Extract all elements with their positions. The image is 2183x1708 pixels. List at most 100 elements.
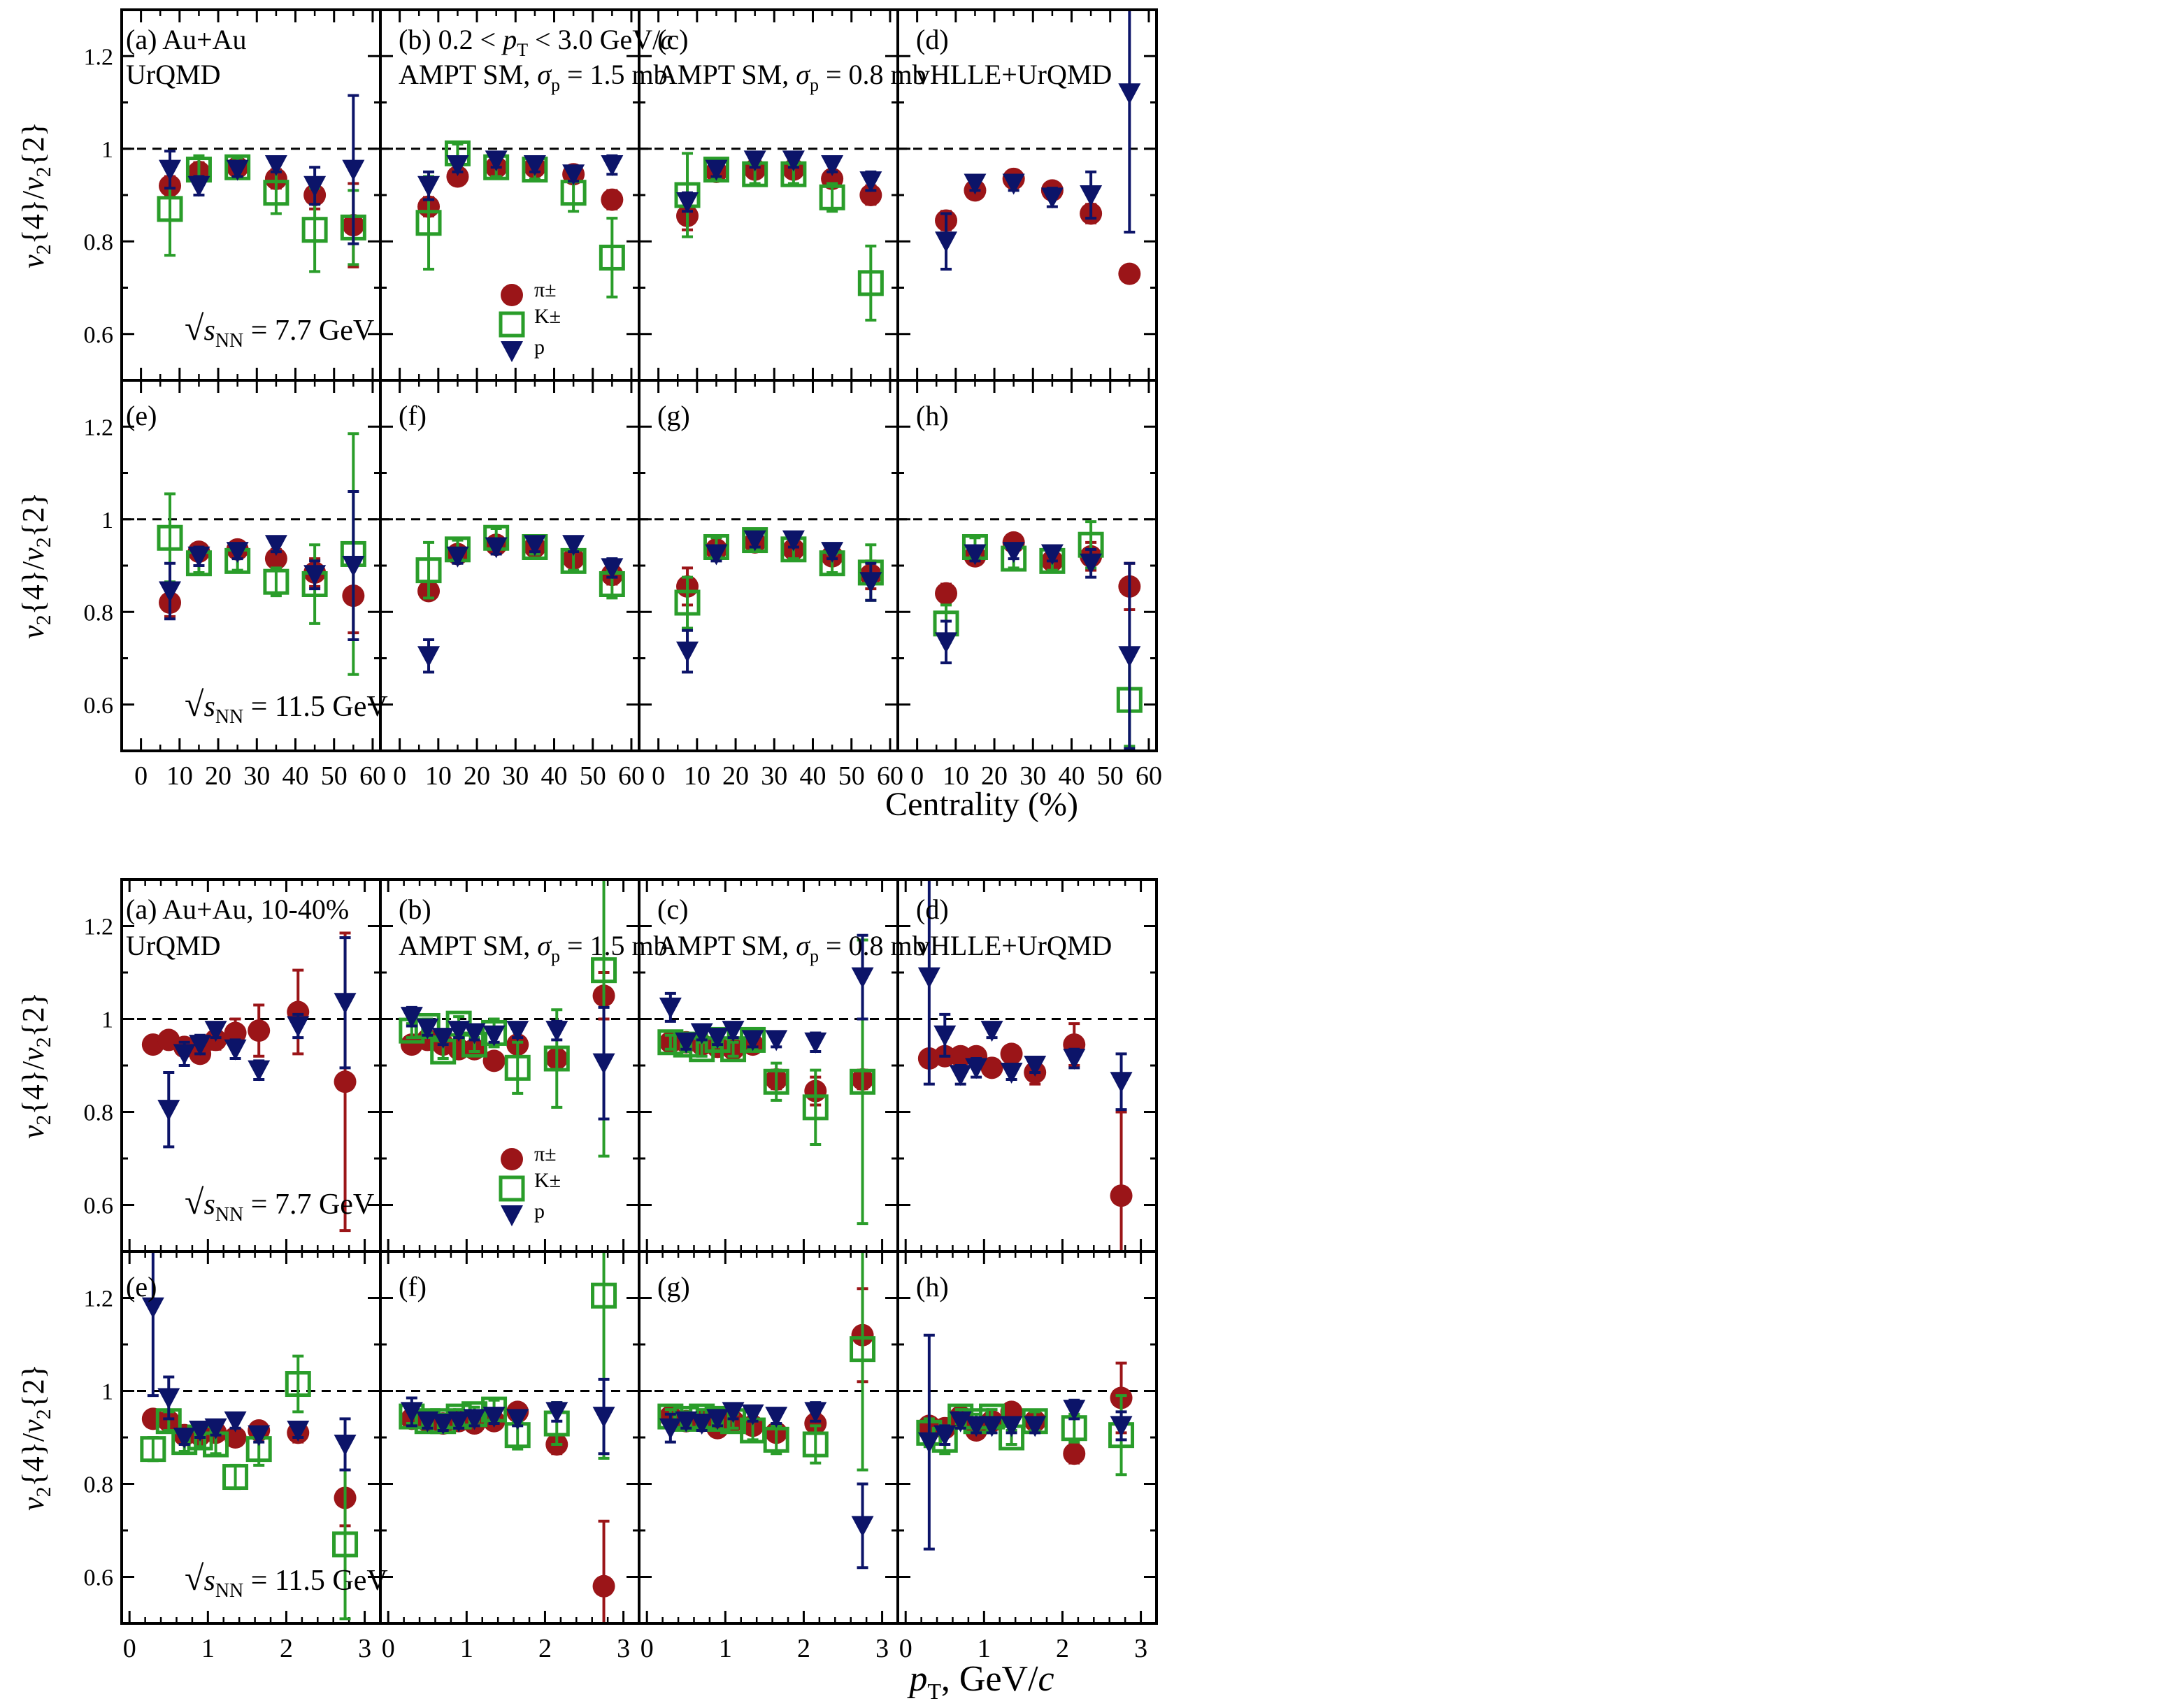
- x-tick-label: 0: [123, 1634, 136, 1663]
- y-tick-label: 1.2: [84, 914, 114, 940]
- panel-centrality-e: 0.6 0.8 1 1.2 0 10 20 30 40 50 60: [84, 379, 386, 791]
- x-tick-label: 20: [981, 761, 1008, 791]
- text-part: v: [16, 625, 50, 639]
- proton-marker: [821, 155, 844, 176]
- pion-marker: [592, 1574, 615, 1598]
- panel-annotation: (h): [916, 1271, 949, 1302]
- panel-annotation: (a) Au+Au: [126, 24, 247, 55]
- x-tick-label: 2: [797, 1634, 810, 1663]
- text-part: v: [16, 1047, 50, 1061]
- proton-marker: [501, 341, 523, 362]
- proton-marker: [159, 159, 182, 181]
- series-pion: [417, 533, 624, 603]
- proton-marker: [782, 150, 805, 172]
- data-series: [157, 94, 366, 273]
- panel-annotation: AMPT SM, σp = 1.5 mb: [399, 930, 668, 966]
- proton-marker: [545, 1402, 568, 1423]
- y-tick-label: 0.8: [84, 600, 114, 626]
- kaon-marker: [599, 244, 625, 271]
- proton-marker: [446, 155, 469, 176]
- series-proton: [935, 542, 1141, 750]
- text-part: σ: [796, 930, 810, 961]
- proton-marker: [675, 1411, 698, 1433]
- y-tick-label: 0.6: [84, 322, 114, 348]
- proton-marker: [949, 1065, 972, 1086]
- series-pion: [159, 156, 365, 268]
- text-part: {2}: [16, 1364, 50, 1409]
- proton-marker: [859, 572, 882, 594]
- proton-marker: [592, 1053, 615, 1075]
- data-series: [674, 527, 884, 674]
- panel-frame: [896, 1250, 1158, 1625]
- series-proton: [141, 1251, 357, 1472]
- series-proton: [157, 936, 357, 1149]
- proton-marker: [1000, 1416, 1023, 1437]
- text-part: = 0.8 mb: [819, 59, 926, 90]
- proton-marker: [1080, 553, 1103, 575]
- proton-marker: [173, 1428, 196, 1449]
- panel-annotation: vHLLE+UrQMD: [916, 930, 1112, 961]
- x-tick-label: 20: [722, 761, 749, 791]
- proton-marker: [141, 1297, 164, 1319]
- kaon-marker: [157, 524, 183, 551]
- panel-annotation: AMPT SM, σp = 0.8 mb: [657, 59, 926, 95]
- proton-marker: [417, 646, 441, 668]
- text-part: c: [1038, 1659, 1054, 1699]
- proton-marker: [342, 556, 365, 577]
- panel-pt-f: 0 1 2 3: [379, 1250, 640, 1663]
- kaon-marker: [263, 568, 289, 595]
- proton-marker: [482, 1407, 506, 1428]
- panel-annotation: (g): [657, 400, 690, 431]
- text-part: AMPT SM,: [399, 59, 537, 90]
- kaon-marker: [850, 1336, 876, 1363]
- proton-marker: [400, 1007, 423, 1028]
- text-part: = 0.8 mb: [819, 930, 926, 961]
- kaon-marker: [802, 1431, 829, 1458]
- proton-marker: [334, 993, 357, 1014]
- panel-annotation: (d): [916, 894, 949, 925]
- proton-marker: [173, 1044, 196, 1065]
- pion-marker: [1000, 1042, 1023, 1065]
- x-tick-label: 0: [393, 761, 406, 791]
- kaon-marker: [332, 1531, 359, 1558]
- series-kaon: [399, 880, 617, 1158]
- proton-marker: [1002, 542, 1025, 564]
- text-part: {4}/: [16, 561, 50, 615]
- panel-centrality-g: 0 10 20 30 40 50 60: [638, 379, 903, 791]
- proton-marker: [933, 1425, 957, 1447]
- series-proton: [659, 1401, 874, 1570]
- panel-annotation: (h): [916, 400, 949, 431]
- x-tick-label: 50: [580, 761, 606, 791]
- y-tick-label: 1: [101, 508, 113, 533]
- x-tick-label: 50: [838, 761, 865, 791]
- text-part: AMPT SM,: [399, 930, 537, 961]
- text-part: 2: [32, 1037, 55, 1047]
- series-proton: [917, 880, 1133, 1112]
- legend-proton-label: p: [534, 1200, 545, 1223]
- proton-marker: [1024, 1416, 1047, 1437]
- x-tick-label: 1: [201, 1634, 215, 1663]
- panel-annotation: AMPT SM, σp = 1.5 mb: [399, 59, 668, 95]
- pion-marker: [980, 1056, 1003, 1079]
- data-series: [657, 933, 876, 1226]
- kaon-marker: [850, 1068, 876, 1095]
- x-tick-label: 10: [943, 761, 969, 791]
- y-axis-label: v2{4}/v2{2}: [16, 122, 55, 268]
- series-pion: [676, 531, 882, 607]
- panel-annotations: (a) Au+Au, 10-40%UrQMD(b)AMPT SM, σp = 1…: [126, 894, 1112, 1602]
- x-tick-label: 0: [134, 761, 148, 791]
- x-tick-label: 40: [800, 761, 826, 791]
- proton-marker: [1063, 1400, 1086, 1421]
- pion-marker: [248, 1019, 271, 1042]
- legend-pion-label: π±: [534, 1142, 557, 1165]
- text-part: 2: [32, 244, 55, 254]
- text-part: = 7.7 GeV: [243, 1189, 374, 1221]
- proton-marker: [1080, 185, 1103, 206]
- x-tick-label: 0: [382, 1634, 395, 1663]
- series-pion: [935, 167, 1141, 285]
- proton-marker: [248, 1060, 271, 1082]
- panel-pt-h: 0 1 2 3: [896, 1250, 1158, 1663]
- x-tick-label: 0: [899, 1634, 912, 1663]
- proton-marker: [303, 175, 327, 197]
- ticks: [639, 8, 898, 382]
